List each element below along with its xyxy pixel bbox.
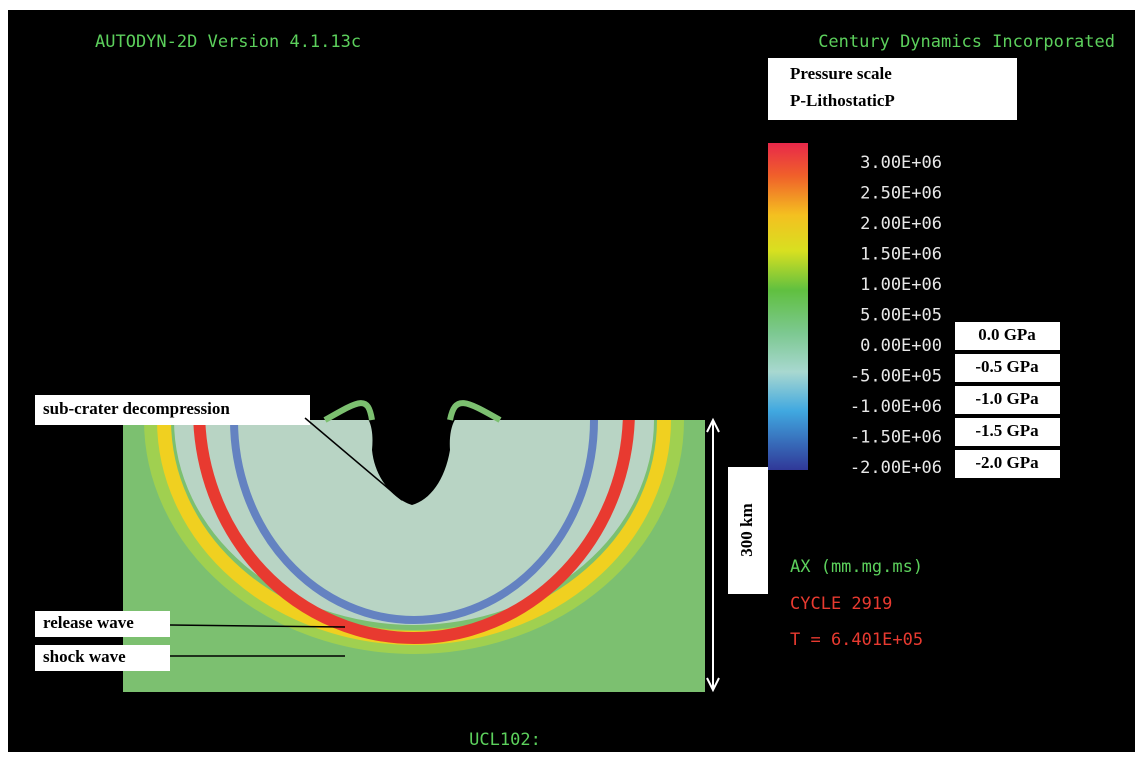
tick-label: -1.00E+06 bbox=[850, 397, 942, 417]
tick-label: 5.00E+05 bbox=[860, 306, 942, 326]
tick-label: 2.00E+06 bbox=[860, 214, 942, 234]
footer: UCL102: bbox=[469, 730, 541, 750]
annotation: release wave bbox=[43, 613, 134, 632]
gpa-label: -1.0 GPa bbox=[975, 389, 1039, 408]
annotation: sub-crater decompression bbox=[43, 399, 230, 418]
cycle: CYCLE 2919 bbox=[790, 594, 892, 614]
tick-label: -5.00E+05 bbox=[850, 367, 942, 387]
tick-label: 0.00E+00 bbox=[860, 336, 942, 356]
page: AUTODYN-2D Version 4.1.13c Century Dynam… bbox=[0, 0, 1143, 761]
tick-label: -1.50E+06 bbox=[850, 428, 942, 448]
tick-label: 1.00E+06 bbox=[860, 275, 942, 295]
legend-ticks: 3.00E+06 2.50E+06 2.00E+06 1.50E+06 1.00E+06… bbox=[850, 153, 942, 478]
legend-gpa: 0.0 GPa -0.5 GPa -1.0 GPa -1.5 GPa -2.0 GPa bbox=[955, 322, 1060, 478]
color-bar bbox=[768, 143, 808, 470]
scale-label: 300 km bbox=[737, 503, 756, 556]
gpa-label: -1.5 GPa bbox=[975, 421, 1039, 440]
tick-label: 2.50E+06 bbox=[860, 184, 942, 204]
legend-title: Pressure scale bbox=[790, 64, 892, 83]
legend-title: P-LithostaticP bbox=[790, 91, 895, 110]
gpa-label: 0.0 GPa bbox=[978, 325, 1036, 344]
header-right: Century Dynamics Incorporated bbox=[818, 32, 1115, 52]
gpa-label: -0.5 GPa bbox=[975, 357, 1039, 376]
time: T = 6.401E+05 bbox=[790, 630, 923, 650]
header-left: AUTODYN-2D Version 4.1.13c bbox=[95, 32, 361, 52]
gpa-label: -2.0 GPa bbox=[975, 453, 1039, 472]
units: AX (mm.mg.ms) bbox=[790, 557, 923, 577]
screenshot: AUTODYN-2D Version 4.1.13c Century Dynam… bbox=[0, 0, 1143, 761]
tick-label: 3.00E+06 bbox=[860, 153, 942, 173]
annotation: shock wave bbox=[43, 647, 126, 666]
tick-label: -2.00E+06 bbox=[850, 458, 942, 478]
tick-label: 1.50E+06 bbox=[860, 245, 942, 265]
